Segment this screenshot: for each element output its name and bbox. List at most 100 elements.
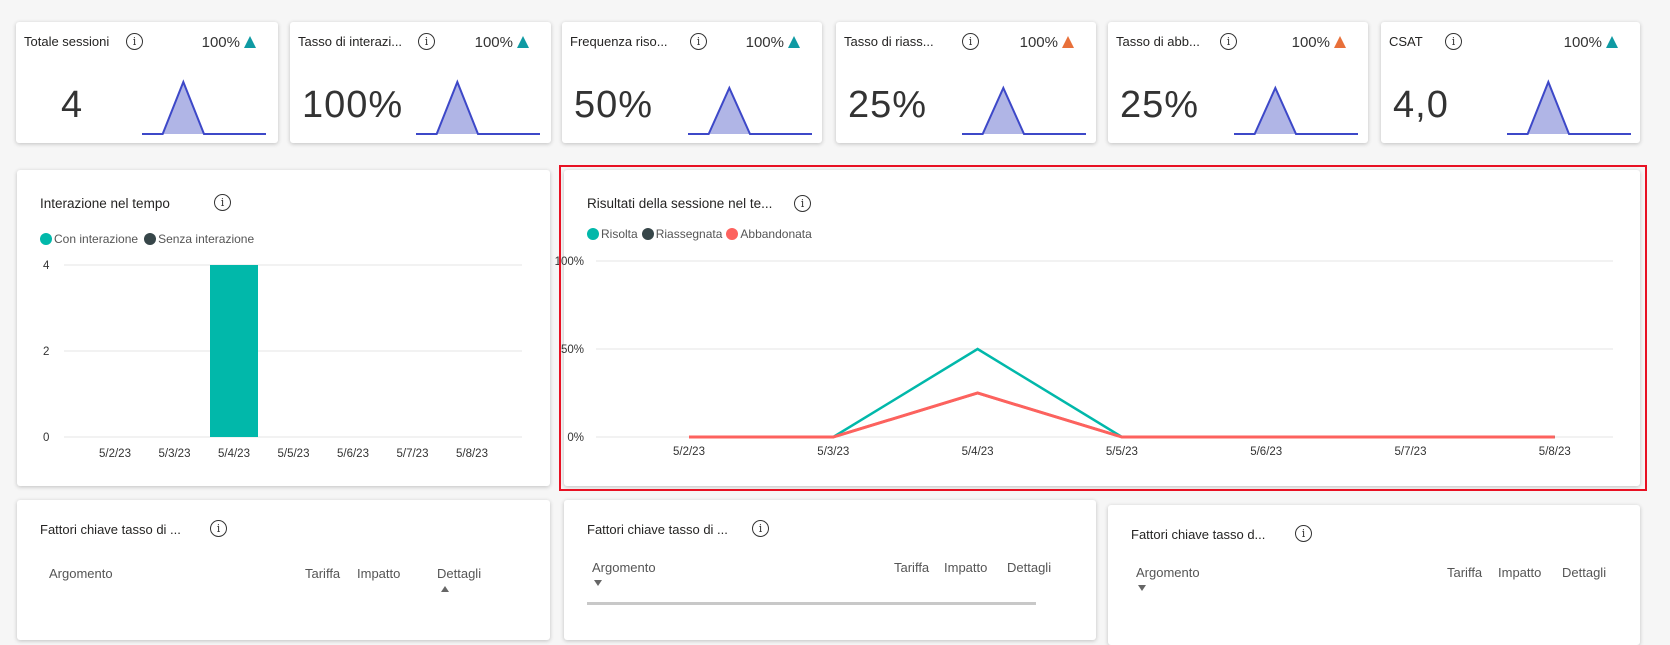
kpi-delta-value: 100% bbox=[745, 34, 784, 51]
key-drivers-card: Fattori chiave tasso d... i Argomento Ta… bbox=[1108, 505, 1640, 645]
x-tick-label: 5/4/23 bbox=[962, 446, 994, 458]
kpi-card[interactable]: Tasso di riass... i 100% 25% bbox=[836, 22, 1096, 143]
info-icon[interactable]: i bbox=[752, 520, 769, 537]
sparkline bbox=[962, 85, 1086, 135]
key-drivers-card: Fattori chiave tasso di ... i Argomento … bbox=[17, 500, 550, 640]
legend-label: Riassegnata bbox=[655, 227, 723, 241]
sort-descending-icon[interactable] bbox=[594, 580, 602, 586]
x-tick-label: 5/7/23 bbox=[397, 448, 429, 460]
legend-label: Senza interazione bbox=[158, 232, 255, 246]
kpi-title: Tasso di abb... bbox=[1116, 34, 1200, 49]
kpi-title: Totale sessioni bbox=[24, 34, 110, 49]
sparkline-line bbox=[142, 79, 266, 135]
series-line-abbandonata[interactable] bbox=[689, 391, 1555, 439]
trend-up-icon bbox=[517, 36, 529, 48]
column-header-impact[interactable]: Impatto bbox=[1498, 565, 1542, 580]
legend-dot-icon bbox=[641, 228, 654, 240]
x-tick-label: 5/6/23 bbox=[337, 448, 369, 460]
trend-up-icon bbox=[1606, 36, 1618, 48]
legend-label: Con interazione bbox=[54, 232, 139, 246]
column-header-details[interactable]: Dettagli bbox=[1562, 565, 1607, 580]
kpi-card[interactable]: Tasso di interazi... i 100% 100% bbox=[290, 22, 551, 143]
kpi-delta-value: 100% bbox=[1563, 34, 1602, 51]
info-icon[interactable]: i bbox=[126, 33, 143, 50]
line-chart: 0% 50% 100% 5/2/23 5/3/23 5/4/23 5/5/23 5/6/23 5… bbox=[555, 256, 1613, 458]
legend-item[interactable]: Abbandonata bbox=[726, 227, 812, 241]
sparkline-area bbox=[416, 82, 540, 134]
info-icon[interactable]: i bbox=[210, 520, 227, 537]
kpi-card[interactable]: Tasso di abb... i 100% 25% bbox=[1108, 22, 1368, 143]
x-tick-label: 5/2/23 bbox=[673, 446, 705, 458]
kpi-title: Tasso di interazi... bbox=[298, 34, 403, 49]
kpi-delta: 100% bbox=[1020, 34, 1074, 51]
sort-ascending-icon[interactable] bbox=[441, 586, 449, 592]
chart-title: Interazione nel tempo bbox=[40, 196, 170, 211]
info-icon[interactable]: i bbox=[418, 33, 435, 50]
legend-dot-icon bbox=[40, 233, 52, 245]
selection-highlight bbox=[559, 165, 1647, 491]
y-tick-label: 2 bbox=[43, 346, 49, 358]
column-header-details[interactable]: Dettagli bbox=[1007, 560, 1052, 575]
sparkline bbox=[1507, 79, 1631, 135]
kpi-delta-value: 100% bbox=[201, 34, 240, 51]
column-header-details[interactable]: Dettagli bbox=[437, 566, 482, 581]
x-tick-label: 5/2/23 bbox=[99, 448, 131, 460]
kpi-title: CSAT bbox=[1389, 34, 1423, 49]
legend-dot-icon bbox=[726, 228, 739, 240]
kpi-delta: 100% bbox=[1564, 34, 1618, 51]
info-icon[interactable]: i bbox=[1445, 33, 1462, 50]
sparkline bbox=[142, 79, 266, 135]
sparkline bbox=[688, 85, 812, 135]
key-drivers-card: Fattori chiave tasso di ... i Argomento … bbox=[564, 500, 1096, 640]
sort-descending-icon[interactable] bbox=[1138, 585, 1146, 591]
sparkline-area bbox=[1234, 88, 1358, 134]
legend-label: Risolta bbox=[601, 227, 638, 241]
session-results-card: Risultati della sessione nel te... i Ris… bbox=[555, 170, 1640, 486]
kpi-value: 50% bbox=[574, 84, 654, 126]
kpi-delta: 100% bbox=[746, 34, 800, 51]
info-icon[interactable]: i bbox=[690, 33, 707, 50]
info-icon[interactable]: i bbox=[1220, 33, 1237, 50]
info-icon[interactable]: i bbox=[1295, 525, 1312, 542]
kpi-value: 25% bbox=[848, 84, 928, 126]
sparkline-area bbox=[962, 88, 1086, 134]
legend-item[interactable]: Riassegnata bbox=[641, 227, 723, 241]
info-icon[interactable]: i bbox=[214, 194, 231, 211]
column-header-rate[interactable]: Tariffa bbox=[1447, 565, 1483, 580]
column-header-topic[interactable]: Argomento bbox=[592, 560, 656, 575]
trend-up-icon bbox=[1062, 36, 1074, 48]
y-tick-label: 50% bbox=[561, 344, 584, 356]
legend-item[interactable]: Con interazione bbox=[40, 232, 138, 246]
bar[interactable] bbox=[210, 265, 258, 437]
trend-up-icon bbox=[788, 36, 800, 48]
column-header-impact[interactable]: Impatto bbox=[357, 566, 401, 581]
y-tick-label: 0 bbox=[43, 432, 49, 444]
y-tick-label: 0% bbox=[567, 432, 584, 444]
legend-item[interactable]: Senza interazione bbox=[144, 232, 254, 246]
info-icon[interactable]: i bbox=[962, 33, 979, 50]
info-icon[interactable]: i bbox=[794, 195, 811, 212]
x-tick-label: 5/5/23 bbox=[278, 448, 310, 460]
column-header-impact[interactable]: Impatto bbox=[944, 560, 988, 575]
trend-up-icon bbox=[244, 36, 256, 48]
column-header-topic[interactable]: Argomento bbox=[1136, 565, 1200, 580]
sparkline-line bbox=[962, 85, 1086, 135]
kpi-card[interactable]: Totale sessioni i 100% 4 bbox=[16, 22, 278, 143]
column-header-rate[interactable]: Tariffa bbox=[894, 560, 930, 575]
bar-chart: 0 2 4 5/2/23 5/3/23 5/4/23 5/5/23 5/6/23 5/7/23 5… bbox=[43, 260, 522, 460]
chart-title: Risultati della sessione nel te... bbox=[587, 196, 773, 211]
kpi-card[interactable]: Frequenza riso... i 100% 50% bbox=[562, 22, 822, 143]
legend-item[interactable]: Risolta bbox=[587, 227, 638, 241]
table-scrollbar[interactable] bbox=[587, 602, 1036, 605]
kpi-card[interactable]: CSAT i 100% 4,0 bbox=[1381, 22, 1640, 143]
x-tick-label: 5/8/23 bbox=[456, 448, 488, 460]
card-title: Fattori chiave tasso d... bbox=[1131, 527, 1266, 542]
kpi-title: Frequenza riso... bbox=[570, 34, 668, 49]
kpi-value: 100% bbox=[302, 84, 404, 126]
column-header-rate[interactable]: Tariffa bbox=[305, 566, 341, 581]
sparkline-line bbox=[1507, 79, 1631, 135]
card-title: Fattori chiave tasso di ... bbox=[587, 522, 728, 537]
kpi-delta-value: 100% bbox=[474, 34, 513, 51]
column-header-topic[interactable]: Argomento bbox=[49, 566, 113, 581]
chart-legend: Con interazione Senza interazione bbox=[40, 232, 254, 246]
